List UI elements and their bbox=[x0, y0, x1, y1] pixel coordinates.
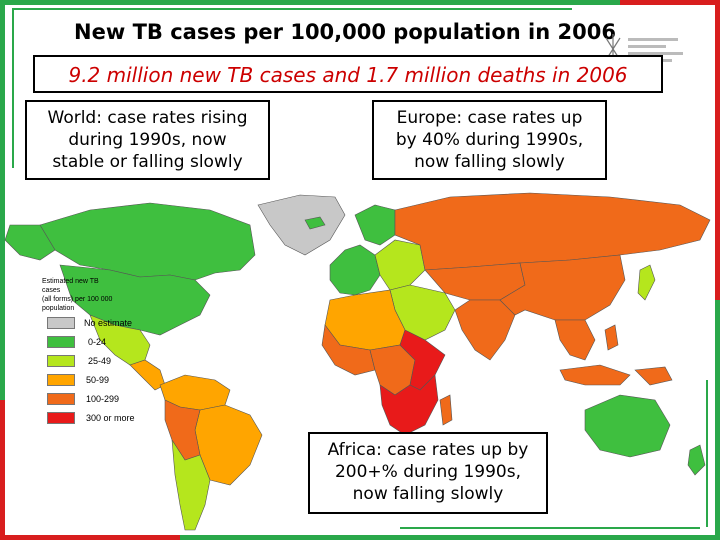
frame-top-green bbox=[0, 0, 620, 5]
region-new-zealand bbox=[687, 444, 706, 476]
inner-bottom-line bbox=[400, 527, 700, 529]
region-west-africa bbox=[321, 324, 376, 376]
legend-item-0-24: 0-24 bbox=[42, 336, 152, 355]
inner-left-line bbox=[12, 8, 14, 168]
region-greenland bbox=[257, 194, 346, 256]
inner-right-line bbox=[706, 380, 708, 527]
legend-label: 300 or more bbox=[86, 413, 135, 423]
region-indonesia bbox=[559, 364, 631, 386]
callout-africa: Africa: case rates up by 200+% during 19… bbox=[308, 432, 548, 514]
legend-swatch bbox=[47, 374, 75, 386]
slide-title: New TB cases per 100,000 population in 2… bbox=[74, 20, 616, 44]
subtitle-text: 9.2 million new TB cases and 1.7 million… bbox=[68, 63, 628, 87]
frame-right-red bbox=[715, 0, 720, 300]
legend-title-line-4: population bbox=[42, 305, 75, 312]
legend-item-300-or-more: 300 or more bbox=[42, 412, 152, 431]
legend-title-line-3: (all forms) per 100 000 bbox=[42, 296, 113, 303]
region-philippines bbox=[604, 324, 619, 351]
frame-left-green bbox=[0, 0, 5, 400]
region-southeast-asia bbox=[554, 319, 596, 361]
callout-world-line-3: stable or falling slowly bbox=[52, 152, 243, 172]
frame-top-red bbox=[620, 0, 720, 5]
callout-africa-line-3: now falling slowly bbox=[352, 484, 504, 504]
callout-world-line-1: World: case rates rising bbox=[47, 108, 248, 128]
region-south-asia bbox=[454, 299, 516, 361]
world-map bbox=[4, 192, 711, 531]
callout-europe-line-1: Europe: case rates up bbox=[396, 108, 583, 128]
region-scandinavia bbox=[354, 204, 396, 246]
callout-africa-line-2: 200+% during 1990s, bbox=[334, 462, 522, 482]
legend-title-line-2: cases bbox=[42, 287, 61, 294]
legend-swatch bbox=[47, 355, 75, 367]
callout-europe-line-2: by 40% during 1990s, bbox=[395, 130, 584, 150]
callout-europe: Europe: case rates up by 40% during 1990… bbox=[372, 100, 607, 180]
callout-africa-line-1: Africa: case rates up by bbox=[327, 440, 529, 460]
legend-item-100-299: 100-299 bbox=[42, 393, 152, 412]
legend-label: 100-299 bbox=[86, 394, 120, 404]
region-southern-africa bbox=[379, 374, 439, 436]
region-chile-argentina bbox=[171, 439, 211, 531]
legend-title: Estimated new TB cases (all forms) per 1… bbox=[42, 277, 120, 313]
legend-label: 0-24 bbox=[88, 337, 107, 347]
region-madagascar bbox=[439, 394, 453, 426]
region-papua bbox=[634, 366, 673, 386]
legend-label: 50-99 bbox=[86, 375, 110, 385]
legend-label: No estimate bbox=[84, 318, 133, 328]
region-russia bbox=[394, 192, 711, 271]
region-canada bbox=[39, 202, 256, 281]
legend-item-no-estimate: No estimate bbox=[42, 317, 152, 336]
region-eastern-europe bbox=[374, 239, 426, 291]
frame-right-green bbox=[715, 300, 720, 540]
frame-bottom-green bbox=[180, 535, 720, 540]
legend-item-50-99: 50-99 bbox=[42, 374, 152, 393]
region-japan bbox=[637, 264, 656, 301]
legend-swatch bbox=[47, 412, 75, 424]
region-iceland bbox=[304, 216, 326, 230]
legend-title-line-1: Estimated new TB bbox=[42, 278, 99, 285]
map-legend: Estimated new TB cases (all forms) per 1… bbox=[42, 277, 152, 431]
callout-europe-line-3: now falling slowly bbox=[414, 152, 565, 172]
region-western-europe bbox=[329, 244, 381, 296]
legend-swatch bbox=[47, 393, 75, 405]
legend-label: 25-49 bbox=[88, 356, 112, 366]
callout-world: World: case rates rising during 1990s, n… bbox=[25, 100, 270, 180]
frame-left-red bbox=[0, 400, 5, 540]
callout-world-line-2: during 1990s, now bbox=[68, 130, 227, 150]
frame-bottom-red bbox=[0, 535, 180, 540]
legend-swatch bbox=[47, 336, 75, 348]
region-peru-bolivia bbox=[164, 399, 201, 461]
legend-item-25-49: 25-49 bbox=[42, 355, 152, 374]
inner-top-line bbox=[12, 8, 572, 10]
legend-swatch bbox=[47, 317, 75, 329]
region-alaska bbox=[4, 224, 56, 261]
region-australia bbox=[584, 394, 671, 458]
subtitle-box: 9.2 million new TB cases and 1.7 million… bbox=[33, 55, 663, 93]
